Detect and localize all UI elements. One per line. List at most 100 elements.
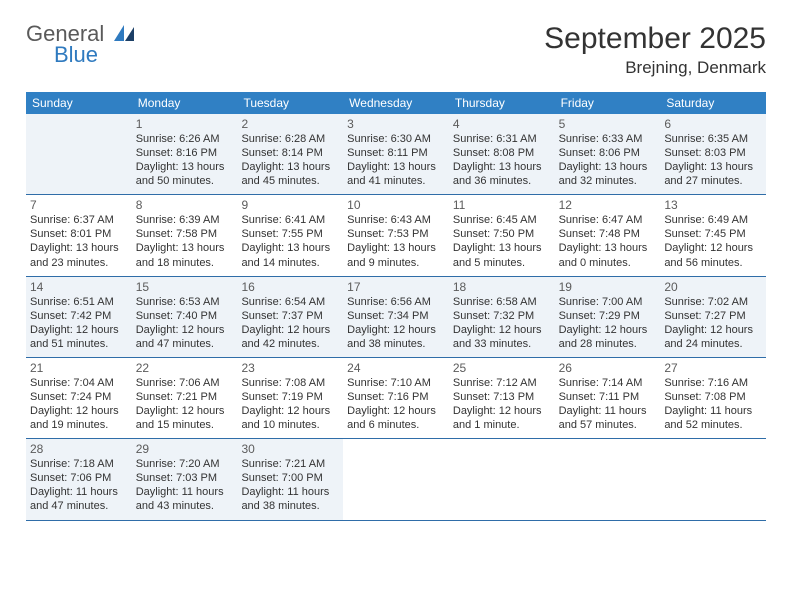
day-day1-text: Daylight: 11 hours: [559, 404, 657, 418]
day-cell: 18Sunrise: 6:58 AMSunset: 7:32 PMDayligh…: [449, 277, 555, 357]
day-day1-text: Daylight: 13 hours: [453, 160, 551, 174]
day-cell: 8Sunrise: 6:39 AMSunset: 7:58 PMDaylight…: [132, 195, 238, 275]
day-sunset-text: Sunset: 7:37 PM: [241, 309, 339, 323]
day-day2-text: and 33 minutes.: [453, 337, 551, 351]
day-day2-text: and 15 minutes.: [136, 418, 234, 432]
weeks-container: 1Sunrise: 6:26 AMSunset: 8:16 PMDaylight…: [26, 114, 766, 521]
day-sunrise-text: Sunrise: 6:37 AM: [30, 213, 128, 227]
day-sunrise-text: Sunrise: 6:26 AM: [136, 132, 234, 146]
day-number: 4: [453, 117, 551, 131]
day-day1-text: Daylight: 12 hours: [453, 323, 551, 337]
day-number: 9: [241, 198, 339, 212]
day-sunset-text: Sunset: 7:03 PM: [136, 471, 234, 485]
week-row: 21Sunrise: 7:04 AMSunset: 7:24 PMDayligh…: [26, 358, 766, 439]
day-number: 18: [453, 280, 551, 294]
day-number: 24: [347, 361, 445, 375]
day-day1-text: Daylight: 11 hours: [136, 485, 234, 499]
day-sunrise-text: Sunrise: 7:08 AM: [241, 376, 339, 390]
day-day2-text: and 38 minutes.: [241, 499, 339, 513]
page-header: General Blue September 2025 Brejning, De…: [26, 22, 766, 78]
day-cell: 16Sunrise: 6:54 AMSunset: 7:37 PMDayligh…: [237, 277, 343, 357]
day-number: 19: [559, 280, 657, 294]
day-day2-text: and 52 minutes.: [664, 418, 762, 432]
day-sunset-text: Sunset: 8:08 PM: [453, 146, 551, 160]
day-sunset-text: Sunset: 7:34 PM: [347, 309, 445, 323]
day-number: 1: [136, 117, 234, 131]
week-row: 14Sunrise: 6:51 AMSunset: 7:42 PMDayligh…: [26, 277, 766, 358]
day-day2-text: and 51 minutes.: [30, 337, 128, 351]
day-day1-text: Daylight: 13 hours: [453, 241, 551, 255]
day-day1-text: Daylight: 13 hours: [559, 160, 657, 174]
day-sunset-text: Sunset: 7:32 PM: [453, 309, 551, 323]
day-cell: 15Sunrise: 6:53 AMSunset: 7:40 PMDayligh…: [132, 277, 238, 357]
day-cell: 7Sunrise: 6:37 AMSunset: 8:01 PMDaylight…: [26, 195, 132, 275]
day-cell: 28Sunrise: 7:18 AMSunset: 7:06 PMDayligh…: [26, 439, 132, 519]
day-number: 23: [241, 361, 339, 375]
day-sunset-text: Sunset: 7:11 PM: [559, 390, 657, 404]
day-cell: [343, 439, 449, 519]
day-sunrise-text: Sunrise: 6:47 AM: [559, 213, 657, 227]
day-cell: 2Sunrise: 6:28 AMSunset: 8:14 PMDaylight…: [237, 114, 343, 194]
week-row: 28Sunrise: 7:18 AMSunset: 7:06 PMDayligh…: [26, 439, 766, 520]
day-cell: 23Sunrise: 7:08 AMSunset: 7:19 PMDayligh…: [237, 358, 343, 438]
day-cell: 14Sunrise: 6:51 AMSunset: 7:42 PMDayligh…: [26, 277, 132, 357]
day-number: 5: [559, 117, 657, 131]
day-day2-text: and 47 minutes.: [30, 499, 128, 513]
day-day1-text: Daylight: 11 hours: [241, 485, 339, 499]
day-day1-text: Daylight: 12 hours: [664, 241, 762, 255]
day-sunset-text: Sunset: 7:45 PM: [664, 227, 762, 241]
day-sunrise-text: Sunrise: 6:56 AM: [347, 295, 445, 309]
day-cell: 10Sunrise: 6:43 AMSunset: 7:53 PMDayligh…: [343, 195, 449, 275]
day-cell: 26Sunrise: 7:14 AMSunset: 7:11 PMDayligh…: [555, 358, 661, 438]
day-day2-text: and 57 minutes.: [559, 418, 657, 432]
day-sunrise-text: Sunrise: 6:33 AM: [559, 132, 657, 146]
day-sunrise-text: Sunrise: 7:18 AM: [30, 457, 128, 471]
day-sunrise-text: Sunrise: 6:45 AM: [453, 213, 551, 227]
day-sunset-text: Sunset: 7:42 PM: [30, 309, 128, 323]
day-sunset-text: Sunset: 8:11 PM: [347, 146, 445, 160]
day-sunset-text: Sunset: 7:19 PM: [241, 390, 339, 404]
day-sunrise-text: Sunrise: 7:12 AM: [453, 376, 551, 390]
day-sunset-text: Sunset: 7:13 PM: [453, 390, 551, 404]
day-cell: [449, 439, 555, 519]
day-cell: 3Sunrise: 6:30 AMSunset: 8:11 PMDaylight…: [343, 114, 449, 194]
day-cell: [660, 439, 766, 519]
day-day1-text: Daylight: 12 hours: [241, 323, 339, 337]
day-day1-text: Daylight: 12 hours: [559, 323, 657, 337]
day-cell: 17Sunrise: 6:56 AMSunset: 7:34 PMDayligh…: [343, 277, 449, 357]
day-sunrise-text: Sunrise: 6:58 AM: [453, 295, 551, 309]
logo-text: General Blue: [26, 24, 136, 66]
title-block: September 2025 Brejning, Denmark: [544, 22, 766, 78]
day-day1-text: Daylight: 12 hours: [136, 404, 234, 418]
day-sunrise-text: Sunrise: 6:53 AM: [136, 295, 234, 309]
weekday-header: Sunday: [26, 92, 132, 114]
day-number: 14: [30, 280, 128, 294]
weekday-header: Wednesday: [343, 92, 449, 114]
month-title: September 2025: [544, 22, 766, 56]
day-number: 11: [453, 198, 551, 212]
day-day1-text: Daylight: 13 hours: [347, 160, 445, 174]
day-day1-text: Daylight: 13 hours: [559, 241, 657, 255]
day-sunset-text: Sunset: 7:00 PM: [241, 471, 339, 485]
day-day2-text: and 5 minutes.: [453, 256, 551, 270]
day-sunset-text: Sunset: 7:24 PM: [30, 390, 128, 404]
day-sunrise-text: Sunrise: 6:43 AM: [347, 213, 445, 227]
day-cell: 24Sunrise: 7:10 AMSunset: 7:16 PMDayligh…: [343, 358, 449, 438]
day-day2-text: and 38 minutes.: [347, 337, 445, 351]
day-cell: [555, 439, 661, 519]
day-day1-text: Daylight: 13 hours: [347, 241, 445, 255]
day-sunset-text: Sunset: 7:55 PM: [241, 227, 339, 241]
day-day2-text: and 27 minutes.: [664, 174, 762, 188]
day-day2-text: and 45 minutes.: [241, 174, 339, 188]
day-sunrise-text: Sunrise: 7:21 AM: [241, 457, 339, 471]
day-sunrise-text: Sunrise: 6:54 AM: [241, 295, 339, 309]
day-day2-text: and 24 minutes.: [664, 337, 762, 351]
day-number: 12: [559, 198, 657, 212]
day-day2-text: and 43 minutes.: [136, 499, 234, 513]
weekday-header: Monday: [132, 92, 238, 114]
week-row: 1Sunrise: 6:26 AMSunset: 8:16 PMDaylight…: [26, 114, 766, 195]
day-number: 7: [30, 198, 128, 212]
day-sunrise-text: Sunrise: 6:41 AM: [241, 213, 339, 227]
day-sunset-text: Sunset: 7:27 PM: [664, 309, 762, 323]
day-day1-text: Daylight: 12 hours: [30, 323, 128, 337]
